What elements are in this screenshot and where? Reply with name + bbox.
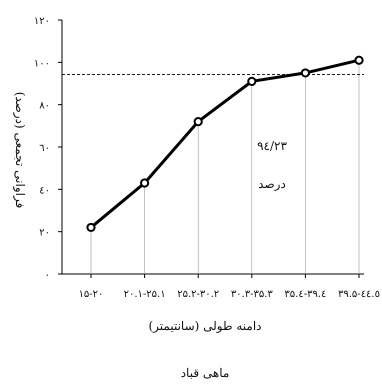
data-point: [140, 178, 150, 188]
x-tick-label: ۱۵-۲۰: [79, 289, 104, 300]
x-tick-label: ۳۰.۳-۳۵.۳: [231, 289, 274, 300]
x-axis-label: دامنه طولی (سانتیمتر): [148, 319, 261, 333]
y-tick-label: ١٢٠: [34, 16, 50, 27]
guides: [62, 60, 364, 274]
data-point: [247, 76, 257, 86]
chart-title: ماهی قباد: [181, 366, 230, 380]
y-tick-label: ٤٠: [39, 185, 50, 196]
data-point: [354, 55, 364, 65]
data-point: [193, 117, 203, 127]
x-tick-label: ۳۵.٤-۳۹.٤: [284, 289, 326, 300]
series: [86, 55, 364, 233]
x-tick-label: ۳۹.۵-٤٤.٥: [338, 289, 380, 300]
y-tick-label: ٢٠: [39, 228, 50, 239]
x-tick-label: ۲۵.۲-۳۰.۲: [177, 289, 219, 300]
y-tick-label: ٠: [45, 270, 50, 281]
series-line: [90, 58, 360, 229]
y-tick-label: ٨٠: [39, 101, 50, 112]
y-tick-label: ١٠٠: [34, 58, 50, 69]
ticks: ٠ ٢٠ ٤٠ ٦٠ ٨٠ ١٠٠ ١٢٠ ۱۵-۲۰ ۲۰.۱-۲۵.۱ ۲۵.۲-۳۰.۲ ۳۰…: [34, 16, 380, 300]
y-axis-label: فراوانی تجمعی (درصد): [13, 92, 27, 209]
axes: [61, 20, 364, 275]
data-point: [86, 222, 96, 233]
annotation-unit: درصد: [258, 177, 286, 191]
annotation-value: ۹٤/۲۳: [257, 139, 287, 153]
y-tick-label: ٦٠: [39, 143, 50, 154]
data-point: [300, 68, 310, 78]
x-tick-label: ۲۰.۱-۲۵.۱: [124, 289, 166, 300]
